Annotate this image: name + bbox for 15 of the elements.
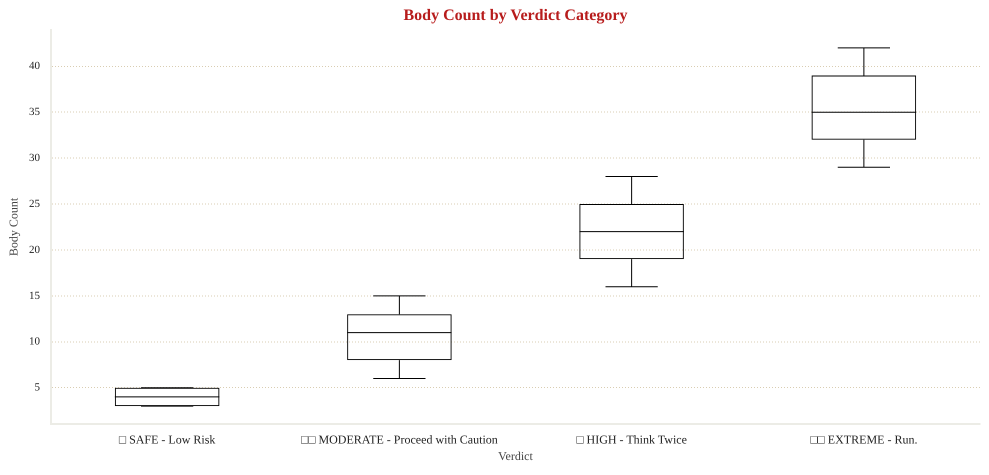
chart-title: Body Count by Verdict Category xyxy=(403,7,628,24)
y-tick-label: 30 xyxy=(29,152,40,164)
y-tick-label: 5 xyxy=(34,382,40,394)
x-tick-label: □ SAFE - Low Risk xyxy=(118,432,216,446)
x-tick-label: □ HIGH - Think Twice xyxy=(576,432,687,446)
x-axis-title: Verdict xyxy=(498,448,534,463)
y-axis-title: Body Count xyxy=(6,197,20,256)
y-tick-label: 10 xyxy=(29,336,40,348)
y-tick-label: 40 xyxy=(29,60,40,72)
x-tick-label: □□ MODERATE - Proceed with Caution xyxy=(300,432,498,446)
y-tick-label: 15 xyxy=(29,290,40,302)
y-tick-label: 25 xyxy=(29,198,40,210)
y-tick-label: 35 xyxy=(29,106,40,118)
y-tick-label: 20 xyxy=(29,244,40,256)
x-tick-label: □□ EXTREME - Run. xyxy=(810,432,918,446)
